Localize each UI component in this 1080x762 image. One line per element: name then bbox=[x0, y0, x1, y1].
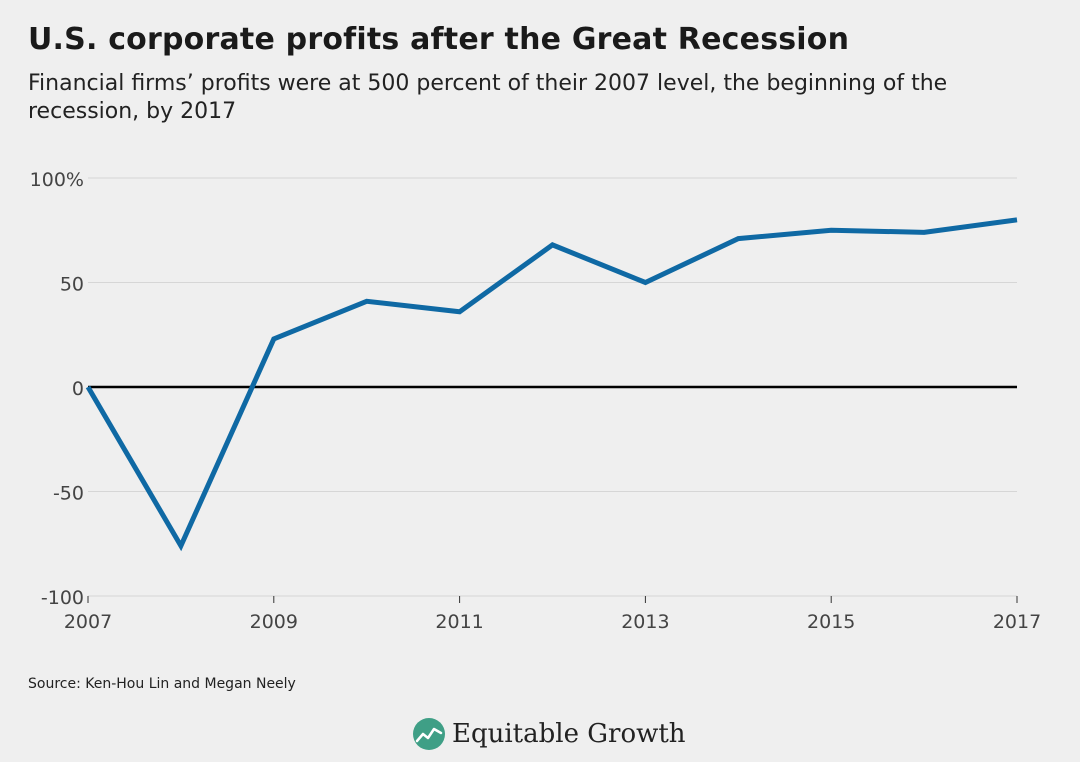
series-line bbox=[85, 217, 1018, 552]
y-tick-label: -100 bbox=[41, 587, 84, 609]
chart-source: Source: Ken-Hou Lin and Megan Neely bbox=[28, 676, 296, 692]
x-tick-label: 2013 bbox=[621, 611, 669, 633]
brand-footer: Equitable Growth bbox=[412, 714, 686, 754]
chart-title: U.S. corporate profits after the Great R… bbox=[28, 22, 850, 57]
y-tick-label: 100% bbox=[30, 169, 84, 191]
y-tick-label: 50 bbox=[60, 274, 84, 296]
x-tick-label: 2011 bbox=[435, 611, 483, 633]
x-tick-label: 2017 bbox=[993, 611, 1041, 633]
brand-name: Equitable Growth bbox=[452, 719, 686, 749]
y-tick-label: -50 bbox=[53, 483, 84, 505]
y-tick-label: 0 bbox=[72, 378, 84, 400]
equitable-growth-logo-icon bbox=[413, 718, 445, 750]
x-tick-label: 2015 bbox=[807, 611, 855, 633]
chart-subtitle: Financial firms’ profits were at 500 per… bbox=[28, 71, 948, 124]
x-tick-label: 2009 bbox=[250, 611, 298, 633]
x-tick-label: 2007 bbox=[64, 611, 112, 633]
